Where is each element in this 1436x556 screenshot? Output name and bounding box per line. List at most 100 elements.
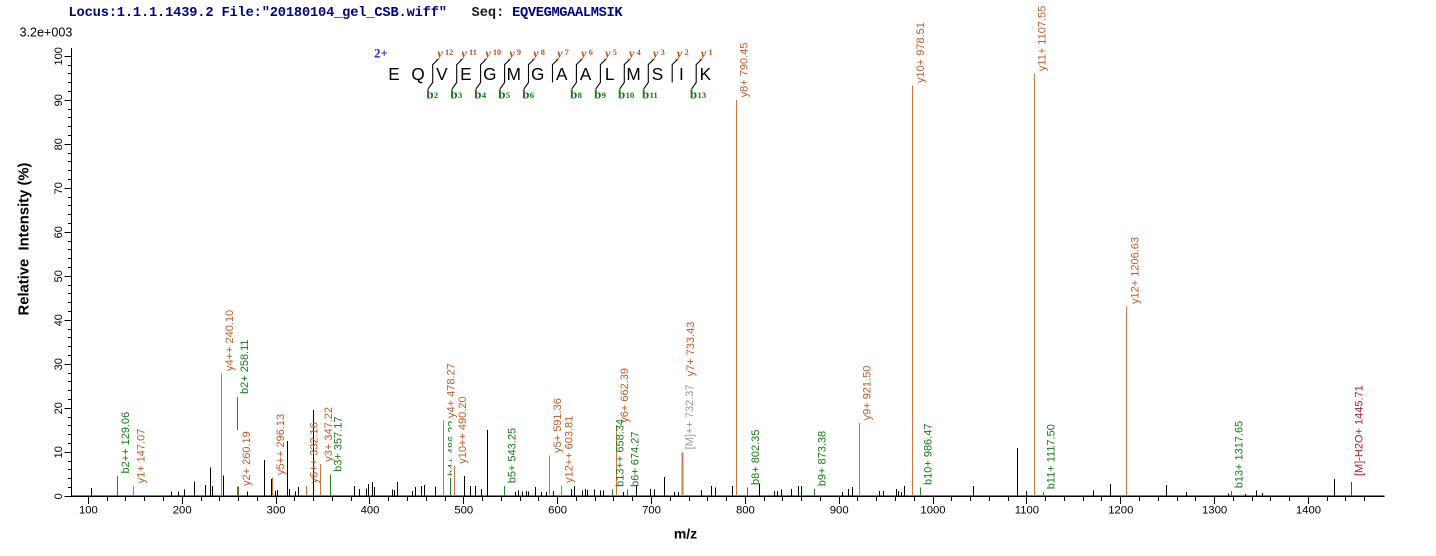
svg-text:30: 30 (53, 358, 65, 370)
svg-text:b10+ 986.47: b10+ 986.47 (923, 424, 935, 485)
svg-text:b: b (618, 87, 625, 102)
svg-text:2: 2 (434, 90, 439, 100)
svg-text:20: 20 (53, 402, 65, 414)
svg-text:b: b (522, 87, 529, 102)
svg-text:11: 11 (650, 90, 658, 100)
svg-text:A: A (580, 64, 592, 84)
svg-text:Locus:1.1.1.1439.2 File:"20180: Locus:1.1.1.1439.2 File:"20180104_gel_CS… (69, 6, 448, 21)
svg-text:y10+ 978.51: y10+ 978.51 (915, 22, 927, 83)
svg-text:y5+ 591.36: y5+ 591.36 (552, 398, 564, 453)
svg-text:6: 6 (530, 90, 535, 100)
svg-text:E: E (460, 64, 471, 84)
svg-text:b: b (450, 87, 457, 102)
svg-text:G: G (531, 64, 544, 84)
svg-text:4: 4 (482, 90, 487, 100)
svg-text:y: y (651, 46, 659, 60)
svg-text:80: 80 (53, 138, 65, 150)
svg-text:b13+ 1317.65: b13+ 1317.65 (1234, 421, 1246, 489)
svg-text:y12++ 603.81: y12++ 603.81 (564, 416, 576, 483)
svg-text:y7+ 733.43: y7+ 733.43 (685, 322, 697, 377)
svg-text:b: b (474, 87, 481, 102)
svg-text:y11+ 1107.55: y11+ 1107.55 (1036, 6, 1048, 71)
svg-text:y: y (675, 46, 683, 60)
svg-text:y5++ 296.13: y5++ 296.13 (275, 414, 287, 475)
svg-text:400: 400 (361, 505, 380, 517)
svg-text:60: 60 (53, 226, 65, 238)
svg-text:100: 100 (79, 505, 98, 517)
svg-text:3.2e+003: 3.2e+003 (20, 26, 73, 40)
svg-text:4: 4 (637, 48, 641, 57)
svg-text:13: 13 (697, 90, 706, 100)
svg-text:y9+ 921.50: y9+ 921.50 (862, 366, 874, 421)
svg-text:y: y (603, 46, 611, 60)
svg-text:m/z: m/z (674, 526, 697, 542)
svg-text:y: y (627, 46, 635, 60)
svg-text:b: b (690, 87, 697, 102)
svg-text:5: 5 (613, 48, 617, 57)
svg-text:EQVEGMGAALMSIK: EQVEGMGAALMSIK (512, 6, 623, 21)
svg-text:3: 3 (458, 90, 463, 100)
svg-text:b: b (594, 87, 601, 102)
svg-text:y: y (483, 46, 491, 60)
svg-text:b5+ 543.25: b5+ 543.25 (507, 428, 519, 483)
svg-text:b13++ 658.34: b13++ 658.34 (615, 419, 627, 487)
svg-text:1100: 1100 (1015, 505, 1039, 517)
svg-text:y6++ 332.16: y6++ 332.16 (309, 422, 321, 483)
svg-text:11: 11 (469, 48, 477, 57)
svg-text:2+: 2+ (374, 45, 388, 60)
svg-text:8: 8 (578, 90, 583, 100)
svg-text:100: 100 (53, 47, 65, 65)
svg-text:b2+ 258.11: b2+ 258.11 (239, 339, 251, 394)
svg-text:y6+ 662.39: y6+ 662.39 (619, 368, 631, 423)
svg-text:0: 0 (53, 493, 65, 499)
svg-text:40: 40 (53, 314, 65, 326)
svg-text:y: y (507, 46, 515, 60)
svg-text:M: M (626, 64, 640, 84)
svg-text:1000: 1000 (920, 505, 945, 517)
svg-text:b6+ 674.27: b6+ 674.27 (630, 432, 642, 487)
svg-text:200: 200 (173, 505, 192, 517)
svg-text:50: 50 (53, 270, 65, 282)
svg-text:10: 10 (493, 48, 501, 57)
svg-text:70: 70 (53, 182, 65, 194)
svg-text:b: b (426, 87, 433, 102)
svg-text:700: 700 (642, 505, 661, 517)
svg-text:L: L (605, 64, 615, 84)
svg-text:S: S (652, 64, 663, 84)
svg-text:A: A (556, 64, 568, 84)
svg-text:y1+ 147.07: y1+ 147.07 (136, 429, 148, 484)
svg-text:b4+ 486.22: b4+ 486.22 (447, 421, 459, 476)
svg-text:6: 6 (589, 48, 593, 57)
svg-text:8: 8 (541, 48, 545, 57)
svg-text:I: I (679, 64, 684, 84)
svg-text:b8+ 802.35: b8+ 802.35 (750, 430, 762, 485)
svg-text:b: b (570, 87, 577, 102)
svg-text:b11+ 1117.50: b11+ 1117.50 (1046, 424, 1058, 489)
svg-text:b: b (498, 87, 505, 102)
svg-text:10: 10 (626, 90, 635, 100)
svg-text:[M]-H2O+ 1445.71: [M]-H2O+ 1445.71 (1354, 385, 1366, 476)
svg-text:9: 9 (602, 90, 607, 100)
svg-text:y8+ 790.45: y8+ 790.45 (739, 43, 751, 98)
svg-text:5: 5 (506, 90, 511, 100)
svg-text:500: 500 (454, 505, 473, 517)
svg-text:[M]++ 732.37: [M]++ 732.37 (684, 384, 696, 449)
svg-text:Relative Intensity (%): Relative Intensity (%) (17, 162, 33, 315)
svg-text:y3+ 347.22: y3+ 347.22 (323, 407, 335, 462)
svg-text:90: 90 (53, 94, 65, 106)
svg-text:y: y (699, 46, 707, 60)
svg-text:b3+ 357.17: b3+ 357.17 (333, 417, 345, 472)
svg-text:9: 9 (517, 48, 521, 57)
svg-text:2: 2 (685, 48, 689, 57)
svg-text:y4++ 240.10: y4++ 240.10 (224, 310, 236, 371)
svg-text:M: M (507, 64, 521, 84)
svg-text:b9+ 873.38: b9+ 873.38 (817, 431, 829, 486)
svg-text:900: 900 (830, 505, 849, 517)
svg-text:y: y (459, 46, 467, 60)
svg-text:b: b (642, 87, 649, 102)
svg-text:1200: 1200 (1108, 505, 1133, 517)
svg-text:y: y (555, 46, 563, 60)
svg-text:7: 7 (565, 48, 569, 57)
svg-text:y10++ 490.20: y10++ 490.20 (457, 396, 469, 463)
svg-text:G: G (483, 64, 496, 84)
